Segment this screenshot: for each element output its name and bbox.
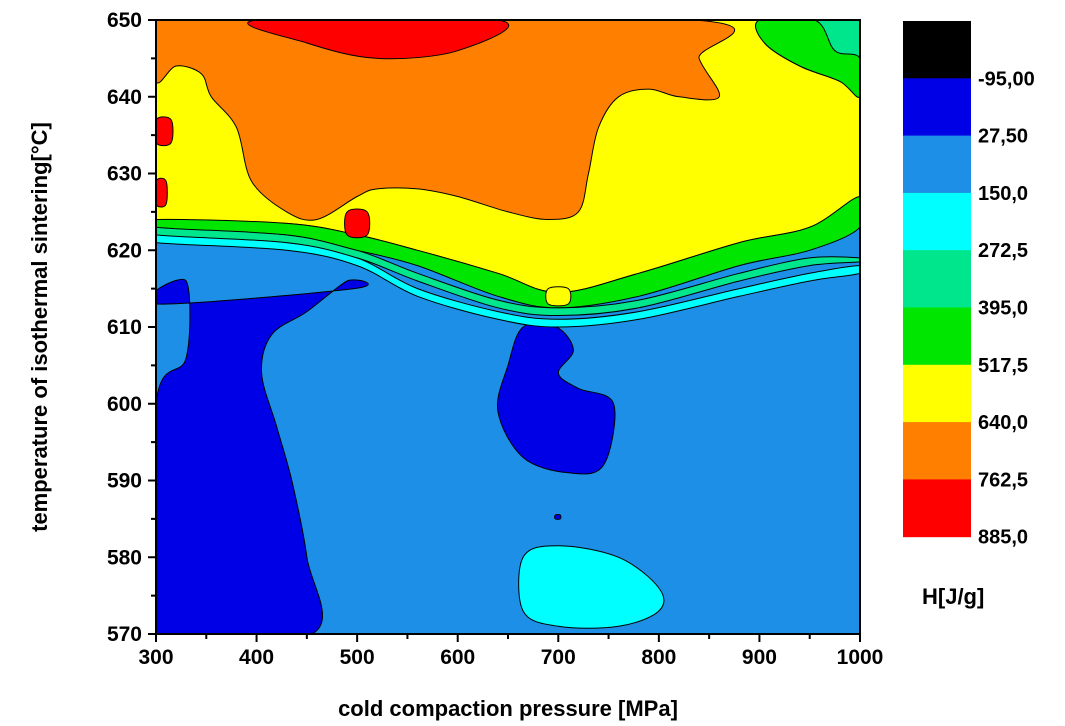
y-axis-title: temperature of isothermal sintering[°C] (27, 122, 52, 532)
colorbar-level-label: -95,00 (978, 68, 1035, 90)
contour-region-640-0-0 (545, 286, 572, 307)
contour-region-762-5-0 (156, 20, 736, 221)
colorbar-title: H[J/g] (922, 584, 984, 609)
contour-region-150-0-0 (156, 234, 860, 328)
contour-region-885-0-3 (344, 208, 371, 239)
y-tick-label: 640 (107, 86, 142, 109)
x-axis-title: cold compaction pressure [MPa] (338, 696, 678, 721)
colorbar-swatch (903, 78, 971, 137)
colorbar-swatch (903, 364, 971, 423)
contour-region-27-50-2 (554, 514, 562, 520)
x-tick-label: 600 (440, 646, 475, 669)
colorbar-level-label: 150,0 (978, 183, 1028, 205)
contour-region-272-5-0 (156, 226, 860, 317)
x-tick-label: 1000 (837, 646, 884, 669)
colorbar-swatch (903, 422, 971, 480)
y-tick-label: 600 (107, 393, 142, 416)
contour-region-395-0-2 (755, 20, 860, 98)
contour-region-27-50-1 (496, 322, 616, 475)
contour-regions (156, 20, 860, 634)
colorbar-level-label: 640,0 (978, 412, 1028, 434)
colorbar-swatch (903, 21, 971, 79)
y-tick-label: 580 (107, 546, 142, 569)
colorbar: -95,00 27,50 150,0 272,5 395,0 517,5 640,0 762,… (903, 21, 1035, 549)
x-tick-label: 700 (541, 646, 576, 669)
x-tick-label: 300 (138, 646, 173, 669)
x-axis: 300 400 500 600 700 800 900 1000 (138, 634, 883, 669)
contour-region-27-50-0 (156, 278, 369, 634)
y-tick-label: 590 (107, 470, 142, 493)
x-tick-label: 500 (340, 646, 375, 669)
y-tick-label: 630 (107, 163, 142, 186)
contour-region-885-0-2 (156, 177, 168, 208)
y-axis: 570 580 590 600 610 620 630 640 650 (107, 9, 156, 646)
colorbar-level-label: 517,5 (978, 355, 1028, 377)
colorbar-swatch (903, 307, 971, 366)
colorbar-swatch (903, 479, 971, 538)
contour-region-885-0-0 (247, 20, 509, 60)
colorbar-swatch (903, 192, 971, 251)
colorbar-level-label: 27,50 (978, 126, 1028, 148)
x-tick-label: 400 (239, 646, 274, 669)
colorbar-level-label: 885,0 (978, 527, 1028, 549)
colorbar-level-label: 395,0 (978, 298, 1028, 320)
colorbar-swatch (903, 250, 971, 308)
colorbar-level-label: 272,5 (978, 240, 1028, 262)
colorbar-swatch (903, 135, 971, 194)
x-tick-label: 900 (742, 646, 777, 669)
y-tick-label: 620 (107, 239, 142, 262)
y-tick-label: 610 (107, 316, 142, 339)
y-tick-label: 650 (107, 9, 142, 32)
contour-region-150-0-1 (518, 545, 665, 629)
x-tick-label: 800 (641, 646, 676, 669)
contour-region-885-0-1 (156, 116, 174, 147)
colorbar-level-label: 762,5 (978, 469, 1028, 491)
y-tick-label: 570 (107, 623, 142, 646)
